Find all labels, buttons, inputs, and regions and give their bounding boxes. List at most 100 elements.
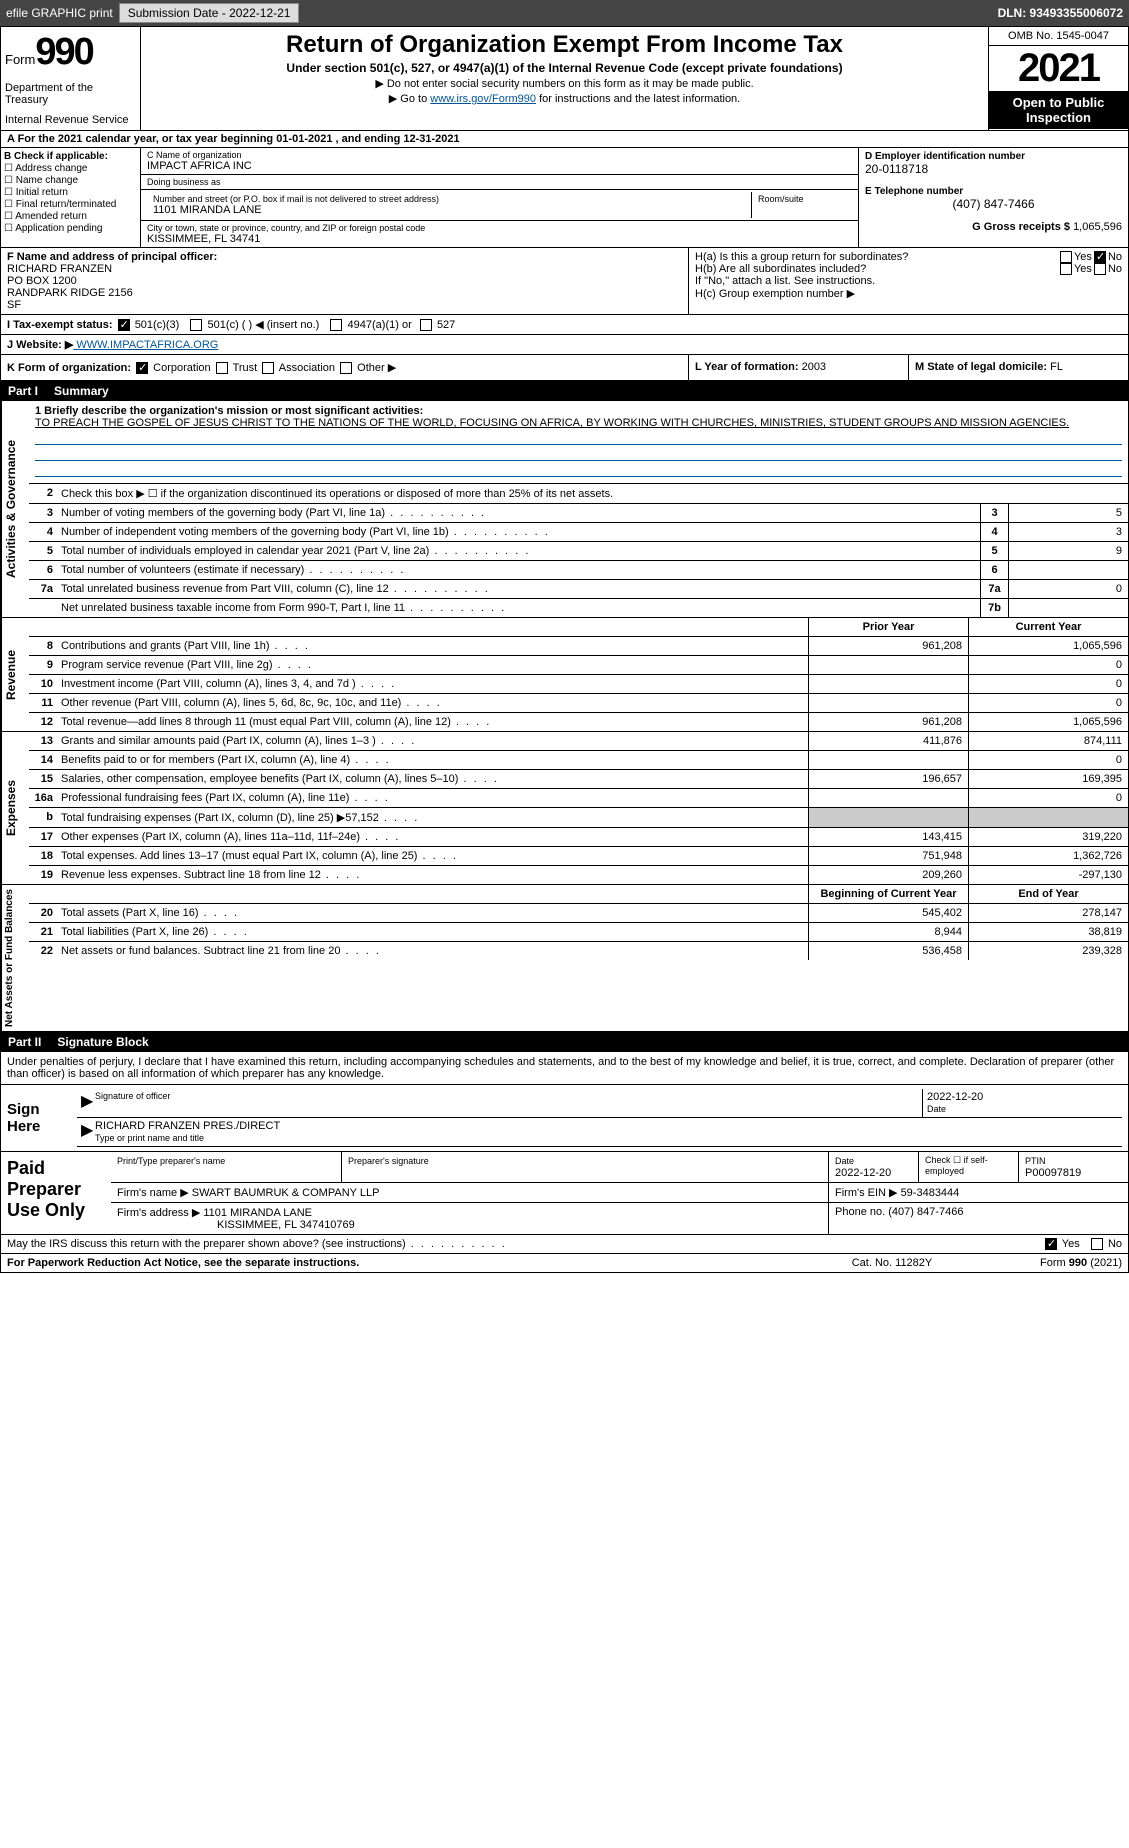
irs-link[interactable]: www.irs.gov/Form990 [430,93,536,105]
table-row: 16aProfessional fundraising fees (Part I… [29,789,1128,808]
line2-text: Check this box ▶ ☐ if the organization d… [57,484,1128,503]
part-i-header: Part ISummary [0,381,1129,401]
phone-value: (407) 847-7466 [865,197,1122,211]
form-word: Form [5,52,35,67]
mission-text: TO PREACH THE GOSPEL OF JESUS CHRIST TO … [35,417,1069,429]
cat-no: Cat. No. 11282Y [822,1257,962,1269]
ha-no[interactable] [1094,251,1106,263]
dept-treasury: Department of the Treasury [5,82,136,106]
paperwork-notice: For Paperwork Reduction Act Notice, see … [7,1257,822,1269]
ck-other[interactable] [340,362,352,374]
ck-4947[interactable] [330,319,342,331]
table-row: Net unrelated business taxable income fr… [29,599,1128,617]
current-year-hdr: Current Year [968,618,1128,636]
row-k: K Form of organization: Corporation Trus… [0,355,1129,381]
end-year-hdr: End of Year [968,885,1128,903]
ck-corporation[interactable] [136,362,148,374]
table-row: 11Other revenue (Part VIII, column (A), … [29,694,1128,713]
may-discuss-row: May the IRS discuss this return with the… [0,1235,1129,1254]
sig-arrow-icon: ▶ [77,1089,91,1117]
ck-association[interactable] [262,362,274,374]
officer-print-name: RICHARD FRANZEN PRES./DIRECT [95,1120,280,1132]
irs-label: Internal Revenue Service [5,114,136,126]
table-row: 7aTotal unrelated business revenue from … [29,580,1128,599]
submission-date-button[interactable]: Submission Date - 2022-12-21 [119,3,300,23]
form-number: 990 [35,31,92,73]
table-row: 4Number of independent voting members of… [29,523,1128,542]
ssn-note: ▶ Do not enter social security numbers o… [149,77,980,90]
city-label: City or town, state or province, country… [147,223,852,233]
website-link[interactable]: WWW.IMPACTAFRICA.ORG [73,339,218,351]
table-row: 17Other expenses (Part IX, column (A), l… [29,828,1128,847]
return-title: Return of Organization Exempt From Incom… [149,31,980,59]
table-row: 22Net assets or fund balances. Subtract … [29,942,1128,960]
revenue-tab: Revenue [1,618,29,731]
expenses-section: Expenses 13Grants and similar amounts pa… [0,732,1129,885]
goto-note: ▶ Go to www.irs.gov/Form990 for instruct… [149,92,980,105]
self-employed-check[interactable]: Check ☐ if self-employed [918,1152,1018,1182]
section-deg: D Employer identification number 20-0118… [858,148,1128,247]
print-name-label: Type or print name and title [95,1133,204,1143]
ck-527[interactable] [420,319,432,331]
mission-label: 1 Briefly describe the organization's mi… [35,405,423,417]
hb-label: H(b) Are all subordinates included? [695,263,1058,275]
topbar: efile GRAPHIC print Submission Date - 20… [0,0,1129,26]
ein-label: D Employer identification number [865,151,1122,162]
efile-label: efile GRAPHIC print [6,6,113,20]
sig-officer-label: Signature of officer [95,1091,918,1101]
ck-initial-return[interactable]: ☐ Initial return [4,187,137,198]
governance-section: Activities & Governance 1 Briefly descri… [0,401,1129,618]
officer-name: RICHARD FRANZEN [7,263,112,275]
ck-application-pending[interactable]: ☐ Application pending [4,223,137,234]
ck-501c3[interactable] [118,319,130,331]
year-formation: 2003 [802,361,826,373]
hb-no[interactable] [1094,263,1106,275]
ptin-value: P00097819 [1025,1167,1081,1179]
firm-city: KISSIMMEE, FL 347410769 [117,1219,355,1231]
table-row: 15Salaries, other compensation, employee… [29,770,1128,789]
sign-here-block: Sign Here ▶ Signature of officer 2022-12… [0,1085,1129,1152]
paid-preparer-label: Paid Preparer Use Only [1,1152,111,1234]
phone-label: E Telephone number [865,186,1122,197]
ck-address-change[interactable]: ☐ Address change [4,163,137,174]
table-row: bTotal fundraising expenses (Part IX, co… [29,808,1128,828]
dln-label: DLN: 93493355006072 [998,6,1123,20]
ck-final-return[interactable]: ☐ Final return/terminated [4,199,137,210]
table-row: 13Grants and similar amounts paid (Part … [29,732,1128,751]
ck-trust[interactable] [216,362,228,374]
table-row: 8Contributions and grants (Part VIII, li… [29,637,1128,656]
hc-label: H(c) Group exemption number ▶ [695,287,1122,300]
ck-amended-return[interactable]: ☐ Amended return [4,211,137,222]
row-f-h: F Name and address of principal officer:… [0,248,1129,315]
form-year-footer: Form 990 (2021) [962,1257,1122,1269]
table-row: 3Number of voting members of the governi… [29,504,1128,523]
officer-addr1: PO BOX 1200 [7,275,77,287]
table-row: 21Total liabilities (Part X, line 26)8,9… [29,923,1128,942]
table-row: 9Program service revenue (Part VIII, lin… [29,656,1128,675]
may-yes[interactable] [1045,1238,1057,1250]
table-row: 5Total number of individuals employed in… [29,542,1128,561]
sig-date: 2022-12-20 [927,1091,983,1103]
firm-name: SWART BAUMRUK & COMPANY LLP [192,1187,380,1199]
section-b: B Check if applicable: ☐ Address change … [1,148,141,247]
netassets-section: Net Assets or Fund Balances Beginning of… [0,885,1129,1032]
sig-date-label: Date [927,1104,946,1114]
table-row: 18Total expenses. Add lines 13–17 (must … [29,847,1128,866]
ck-name-change[interactable]: ☐ Name change [4,175,137,186]
netassets-tab: Net Assets or Fund Balances [1,885,29,1031]
penalty-statement: Under penalties of perjury, I declare th… [0,1052,1129,1085]
open-public: Open to Public Inspection [989,91,1128,129]
firm-ein: 59-3483444 [901,1187,960,1199]
row-i: I Tax-exempt status: 501(c)(3) 501(c) ( … [0,315,1129,335]
ck-501c[interactable] [190,319,202,331]
ha-yes[interactable] [1060,251,1072,263]
street-label: Number and street (or P.O. box if mail i… [153,194,745,204]
prior-year-hdr: Prior Year [808,618,968,636]
officer-addr3: SF [7,299,21,311]
begin-year-hdr: Beginning of Current Year [808,885,968,903]
preparer-block: Paid Preparer Use Only Print/Type prepar… [0,1152,1129,1235]
hb-yes[interactable] [1060,263,1072,275]
officer-label: F Name and address of principal officer: [7,251,217,263]
row-j: J Website: ▶ WWW.IMPACTAFRICA.ORG [0,335,1129,355]
may-no[interactable] [1091,1238,1103,1250]
